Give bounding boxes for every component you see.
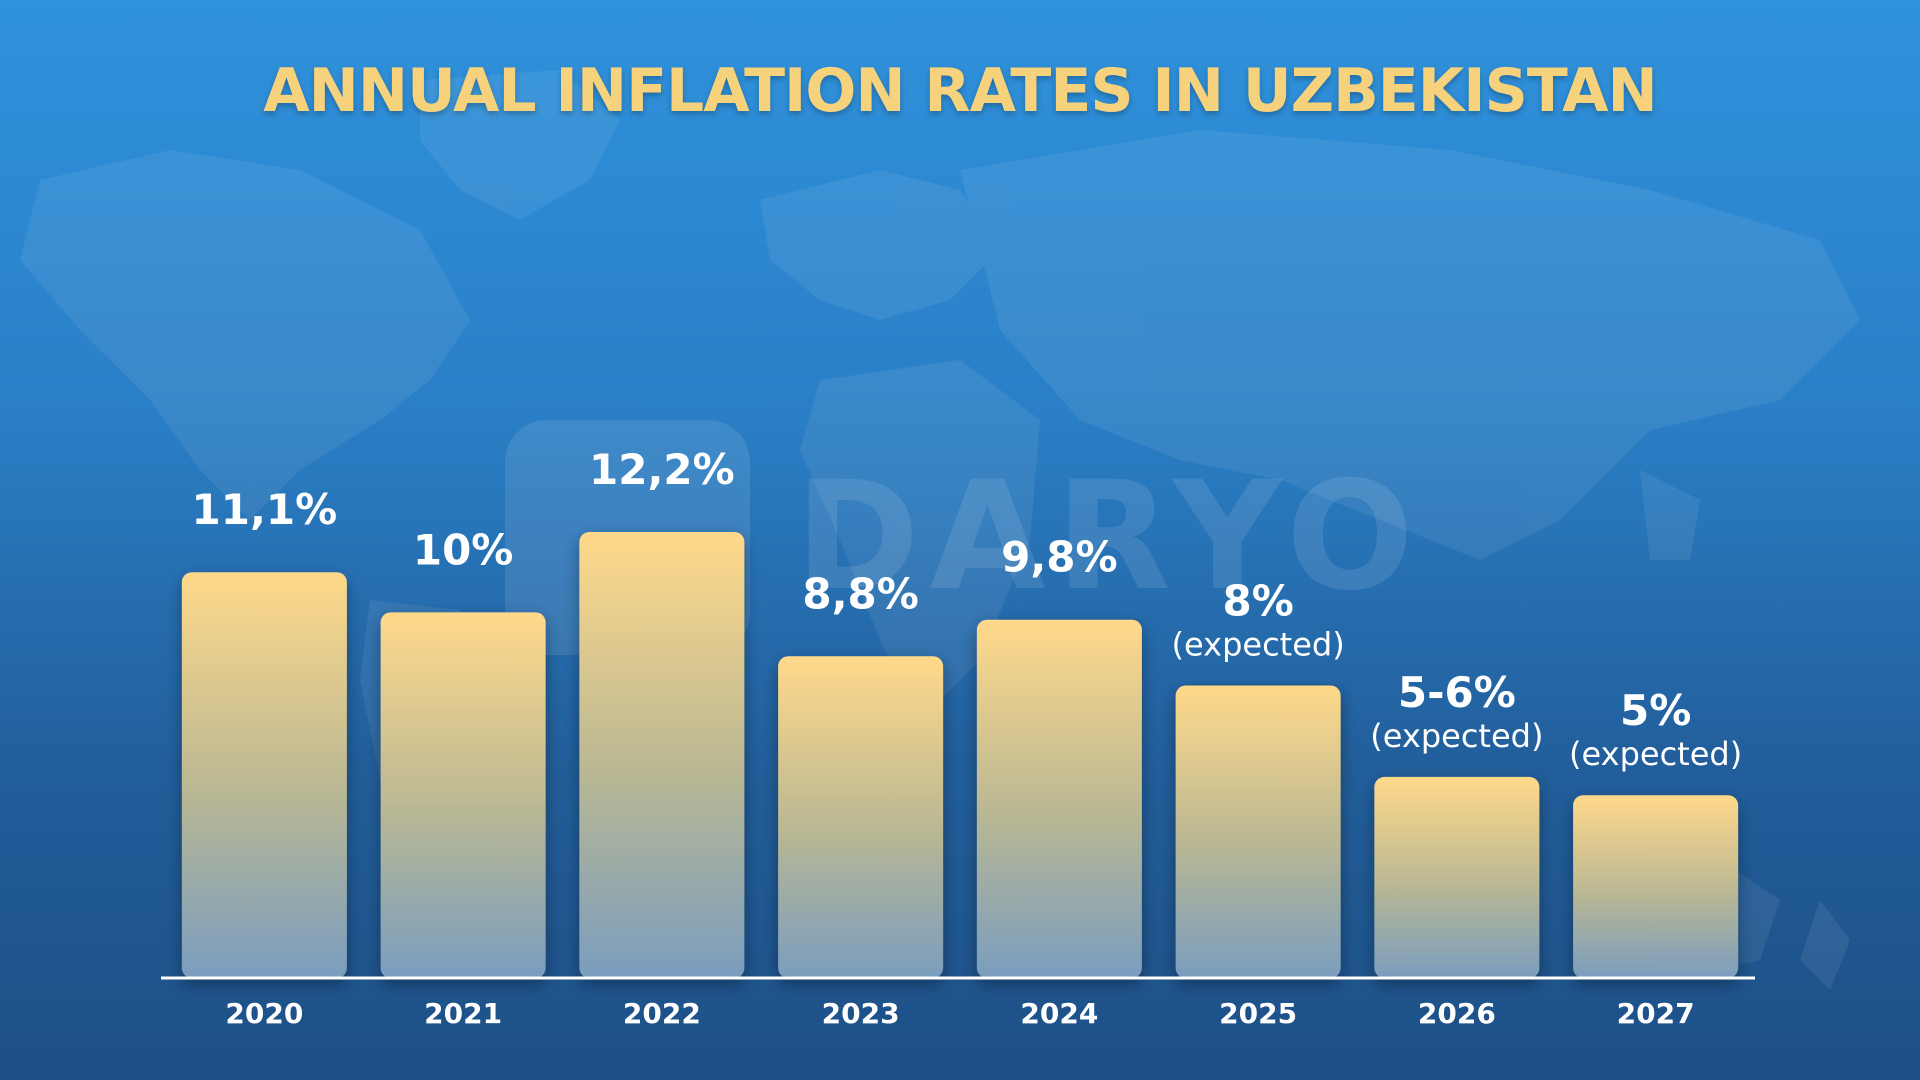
value-label-2023: 8,8% bbox=[802, 569, 918, 618]
x-tick-2020: 2020 bbox=[225, 997, 303, 1030]
x-tick-2026: 2026 bbox=[1418, 997, 1496, 1030]
chart-title: ANNUAL INFLATION RATES IN UZBEKISTAN bbox=[263, 56, 1658, 126]
value-label-2020: 11,1% bbox=[192, 485, 338, 534]
value-label-2022: 12,2% bbox=[589, 445, 735, 494]
value-label-2025: 8% bbox=[1222, 577, 1293, 626]
bar-2027 bbox=[1573, 795, 1739, 978]
value-label-2021: 10% bbox=[413, 525, 514, 574]
value-label-2027: 5% bbox=[1620, 686, 1691, 735]
note-label-2027: (expected) bbox=[1569, 735, 1742, 773]
bar-2024 bbox=[976, 619, 1142, 978]
x-tick-2022: 2022 bbox=[623, 997, 701, 1030]
x-tick-2025: 2025 bbox=[1219, 997, 1297, 1030]
note-label-2025: (expected) bbox=[1172, 626, 1345, 664]
bar-2021 bbox=[380, 612, 546, 978]
value-label-2026: 5-6% bbox=[1398, 668, 1516, 717]
value-label-2024: 9,8% bbox=[1001, 533, 1117, 582]
bar-2026 bbox=[1374, 776, 1540, 978]
bar-2023 bbox=[778, 656, 944, 978]
note-label-2026: (expected) bbox=[1370, 717, 1543, 755]
bar-2025 bbox=[1175, 685, 1341, 978]
x-tick-2027: 2027 bbox=[1617, 997, 1695, 1030]
x-tick-2024: 2024 bbox=[1020, 997, 1098, 1030]
bar-2020 bbox=[181, 572, 347, 978]
x-tick-2021: 2021 bbox=[424, 997, 502, 1030]
bar-2022 bbox=[579, 532, 745, 978]
x-tick-2023: 2023 bbox=[822, 997, 900, 1030]
